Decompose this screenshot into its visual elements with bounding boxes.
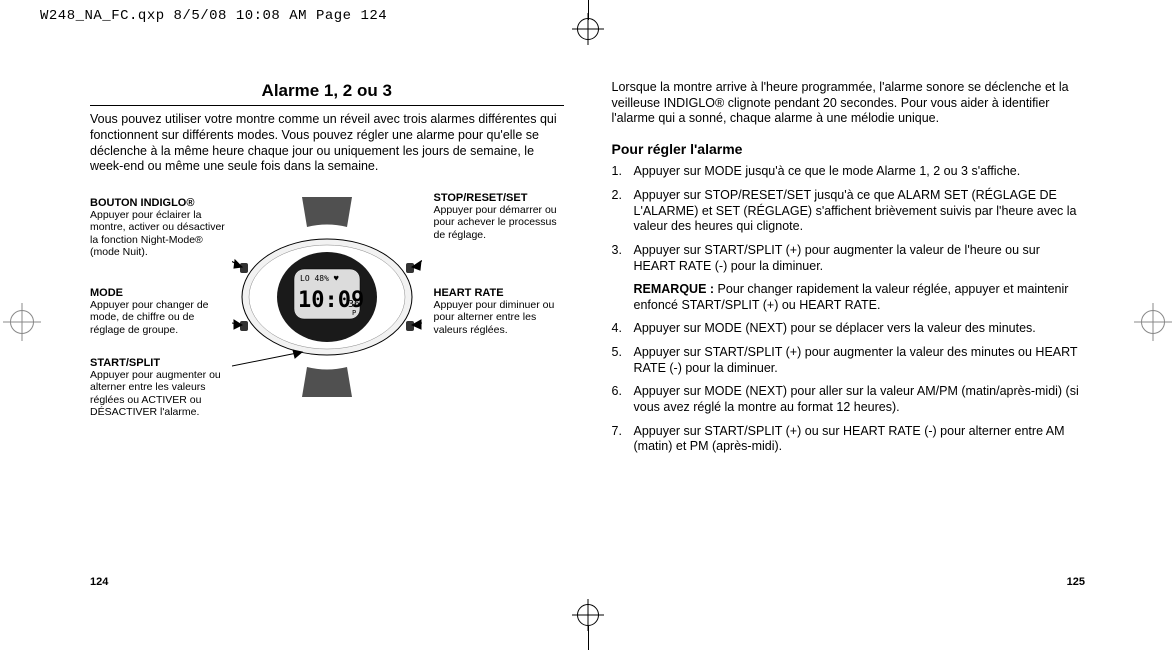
step-item: Appuyer sur MODE (NEXT) pour se déplacer… bbox=[612, 321, 1086, 337]
callout-start-split: START/SPLIT Appuyer pour augmenter ou al… bbox=[90, 357, 240, 418]
steps-list-cont: Appuyer sur MODE (NEXT) pour se déplacer… bbox=[612, 321, 1086, 454]
prepress-slug: W248_NA_FC.qxp 8/5/08 10:08 AM Page 124 bbox=[40, 8, 387, 24]
registration-target-left bbox=[10, 310, 34, 334]
intro-paragraph: Lorsque la montre arrive à l'heure progr… bbox=[612, 80, 1086, 127]
callout-title: START/SPLIT bbox=[90, 357, 240, 370]
step-item: Appuyer sur MODE (NEXT) pour aller sur l… bbox=[612, 384, 1086, 415]
page-right: Lorsque la montre arrive à l'heure progr… bbox=[612, 80, 1086, 590]
callout-body: Appuyer pour changer de mode, de chiffre… bbox=[90, 299, 230, 335]
callout-title: BOUTON INDIGLO® bbox=[90, 197, 230, 210]
registration-target-bottom bbox=[577, 604, 599, 626]
steps-list: Appuyer sur MODE jusqu'à ce que le mode … bbox=[612, 164, 1086, 274]
step-item: Appuyer sur START/SPLIT (+) ou sur HEART… bbox=[612, 424, 1086, 455]
step-item: Appuyer sur STOP/RESET/SET jusqu'à ce qu… bbox=[612, 188, 1086, 235]
callout-body: Appuyer pour augmenter ou alterner entre… bbox=[90, 369, 240, 417]
svg-text:P: P bbox=[352, 309, 356, 317]
callout-body: Appuyer pour éclairer la montre, activer… bbox=[90, 209, 230, 257]
watch-diagram: BOUTON INDIGLO® Appuyer pour éclairer la… bbox=[90, 187, 564, 467]
step-item: Appuyer sur START/SPLIT (+) pour augment… bbox=[612, 243, 1086, 274]
callout-title: STOP/RESET/SET bbox=[434, 192, 564, 205]
callout-indiglo: BOUTON INDIGLO® Appuyer pour éclairer la… bbox=[90, 197, 230, 258]
registration-target-right bbox=[1141, 310, 1165, 334]
callout-title: HEART RATE bbox=[434, 287, 564, 300]
callout-body: Appuyer pour démarrer ou pour achever le… bbox=[434, 204, 564, 240]
title-rule bbox=[90, 105, 564, 106]
callout-title: MODE bbox=[90, 287, 230, 300]
page-left: Alarme 1, 2 ou 3 Vous pouvez utiliser vo… bbox=[90, 80, 564, 590]
subhead: Pour régler l'alarme bbox=[612, 141, 1086, 159]
folio-left: 124 bbox=[90, 576, 108, 590]
section-title: Alarme 1, 2 ou 3 bbox=[90, 80, 564, 105]
step-item: Appuyer sur START/SPLIT (+) pour augment… bbox=[612, 345, 1086, 376]
svg-text:LO 48% ♥: LO 48% ♥ bbox=[300, 274, 339, 283]
folio-right: 125 bbox=[1067, 576, 1085, 590]
page-spread: Alarme 1, 2 ou 3 Vous pouvez utiliser vo… bbox=[90, 80, 1085, 590]
callout-mode: MODE Appuyer pour changer de mode, de ch… bbox=[90, 287, 230, 336]
remark-label: REMARQUE : bbox=[634, 282, 715, 296]
registration-target-top bbox=[577, 18, 599, 40]
callout-stop-reset-set: STOP/RESET/SET Appuyer pour démarrer ou … bbox=[434, 192, 564, 241]
watch-illustration: LO 48% ♥ 10:09 36 P bbox=[232, 197, 422, 397]
remark: REMARQUE : Pour changer rapidement la va… bbox=[612, 282, 1086, 313]
intro-paragraph: Vous pouvez utiliser votre montre comme … bbox=[90, 112, 564, 175]
callout-heart-rate: HEART RATE Appuyer pour diminuer ou pour… bbox=[434, 287, 564, 336]
step-item: Appuyer sur MODE jusqu'à ce que le mode … bbox=[612, 164, 1086, 180]
callout-body: Appuyer pour diminuer ou pour alterner e… bbox=[434, 299, 564, 335]
